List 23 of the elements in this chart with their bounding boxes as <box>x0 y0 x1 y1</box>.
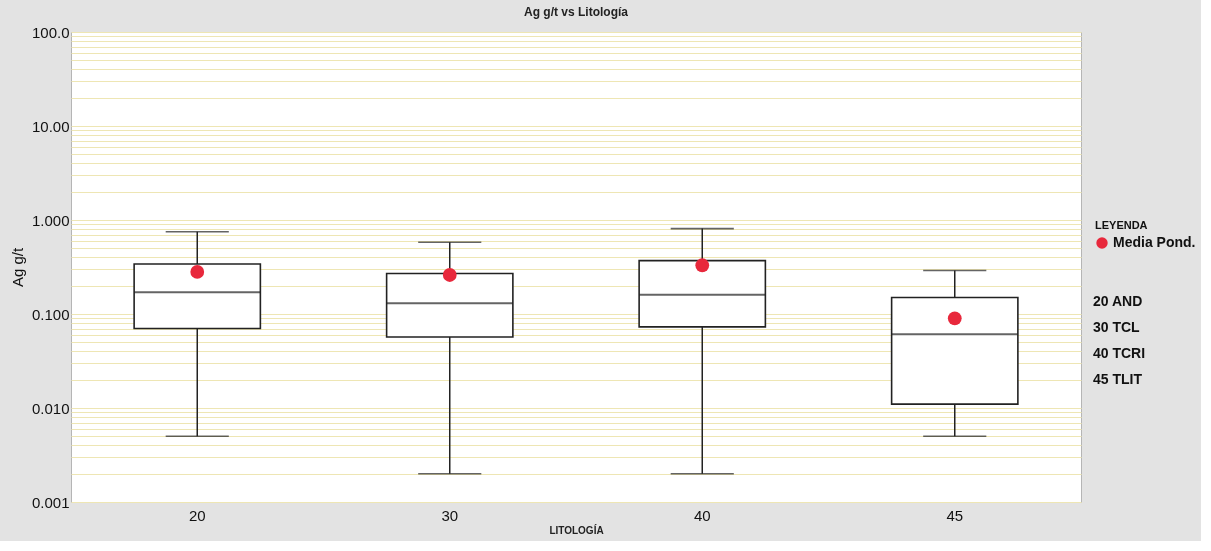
chart-title: Ag g/t vs Litología <box>524 5 629 19</box>
y-tick-label: 10.00 <box>31 117 70 135</box>
x-tick-label: 20 <box>188 506 206 524</box>
point <box>947 311 962 326</box>
point <box>695 258 710 273</box>
y-tick-label: 0.001 <box>31 493 70 511</box>
x-tick-label: 45 <box>946 506 964 524</box>
x-tick-label: 30 <box>441 506 459 524</box>
legend-label: Media Pond. <box>1113 234 1196 250</box>
y-axis-title: Ag g/t <box>8 247 26 288</box>
y-tick-label: 0.010 <box>31 399 70 417</box>
text: 30 TCL <box>1093 319 1141 336</box>
x-axis-title: LITOLOGÍA <box>549 523 604 536</box>
y-tick-label: 1.000 <box>31 211 70 229</box>
point <box>442 268 457 282</box>
y-tick-label: 100.0 <box>31 23 70 41</box>
text: 45 TLIT <box>1093 370 1143 387</box>
point <box>190 265 205 279</box>
legend-title: LEYENDA <box>1095 219 1148 231</box>
y-tick-label: 0.100 <box>31 305 70 323</box>
text: 20 AND <box>1093 293 1143 310</box>
text: 40 TCRI <box>1093 344 1146 361</box>
x-tick-label: 40 <box>693 506 711 524</box>
